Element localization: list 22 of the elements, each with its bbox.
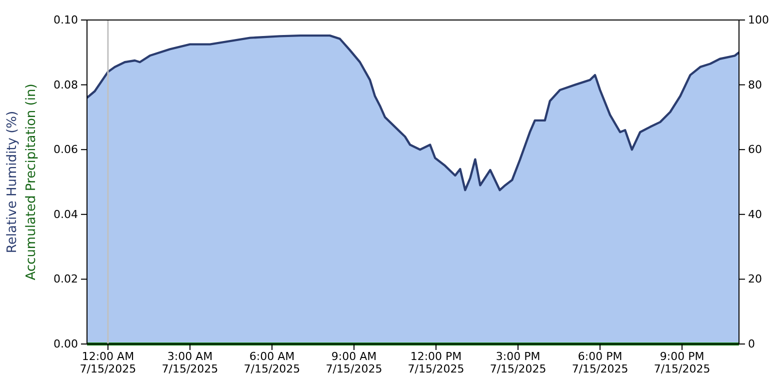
y2-tick-label: 0 <box>748 338 755 351</box>
text: Relative Humidity (%) <box>5 110 20 254</box>
x-tick-label: 3:00 PM 7/15/2025 <box>490 350 546 376</box>
y2-tick-label: 60 <box>748 143 762 156</box>
x-tick-label: 9:00 AM 7/15/2025 <box>326 350 382 376</box>
y2-tick-label: 40 <box>748 208 762 221</box>
y-tick-label: 0.02 <box>54 272 78 286</box>
x-tick-label: 9:00 PM 7/15/2025 <box>654 350 710 376</box>
x-tick-label: 12:00 PM 7/15/2025 <box>408 350 464 376</box>
y-tick-label: 0.04 <box>54 208 78 221</box>
y2-tick-label: 100 <box>748 14 769 27</box>
x-tick-label: 12:00 AM 7/15/2025 <box>80 350 136 376</box>
y-axis-title: Accumulated Precipitation (in) <box>24 84 39 280</box>
y2-tick-label: 80 <box>748 78 762 92</box>
y-tick-label: 0.10 <box>54 14 78 27</box>
x-tick-label: 6:00 PM 7/15/2025 <box>572 350 628 376</box>
y-tick-label: 0.06 <box>54 143 78 156</box>
y2-tick-label: 20 <box>748 272 762 286</box>
y-tick-label: 0.08 <box>54 78 78 92</box>
x-tick-label: 6:00 AM 7/15/2025 <box>244 350 300 376</box>
y-tick-label: 0.00 <box>54 338 78 351</box>
x-tick-label: 3:00 AM 7/15/2025 <box>162 350 218 376</box>
